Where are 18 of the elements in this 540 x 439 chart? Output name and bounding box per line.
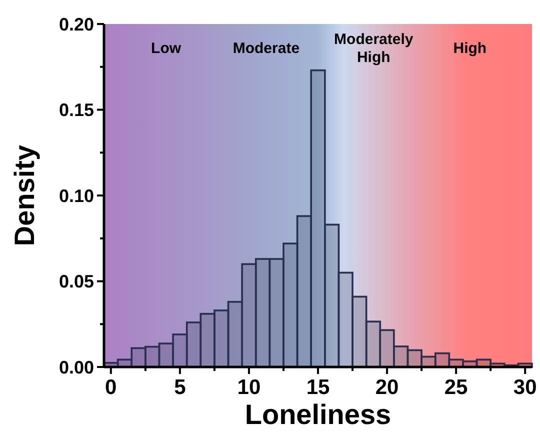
- x-tick-label: 20: [375, 376, 399, 399]
- x-tick-label: 5: [174, 376, 186, 399]
- x-tick-label: 0: [105, 376, 117, 399]
- annotation: Moderately High: [334, 31, 414, 66]
- y-axis-title: Density: [9, 144, 40, 246]
- x-tick-label: 30: [513, 376, 537, 399]
- x-tick-label: 25: [444, 376, 468, 399]
- y-tick-label: 0.15: [58, 100, 94, 120]
- x-axis-title: Loneliness: [244, 399, 392, 430]
- y-tick-label: 0.00: [58, 357, 94, 378]
- y-tick-label: 0.10: [58, 186, 94, 206]
- y-tick-label: 0.05: [58, 272, 94, 292]
- y-tick-label: 0.20: [58, 14, 94, 34]
- x-tick-label: 10: [237, 376, 261, 399]
- annotation: High: [453, 40, 487, 57]
- annotation: Low: [151, 40, 182, 57]
- annotation: Moderate: [232, 40, 300, 57]
- x-tick-label: 15: [306, 376, 330, 399]
